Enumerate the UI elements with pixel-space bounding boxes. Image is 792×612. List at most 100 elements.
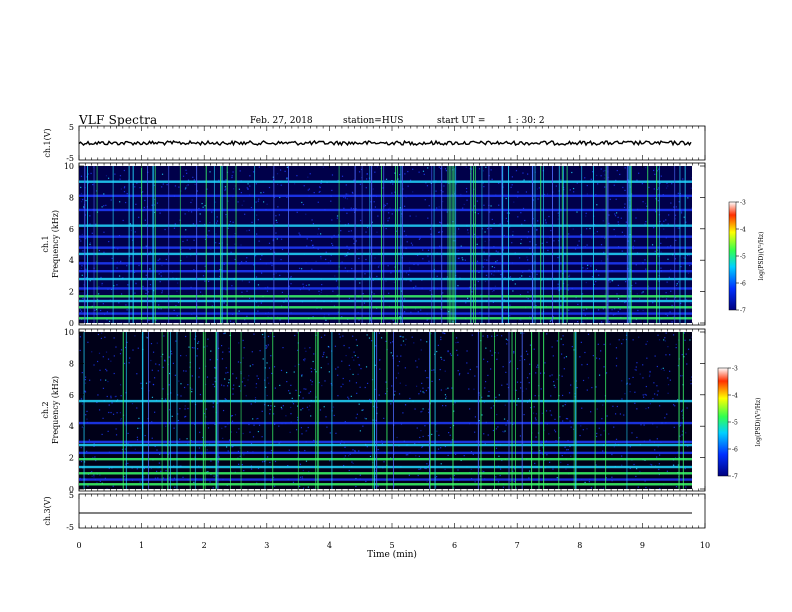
noise-speck — [310, 239, 313, 242]
noise-speck — [535, 419, 537, 421]
noise-speck — [372, 279, 374, 281]
noise-speck — [212, 487, 214, 489]
noise-speck — [198, 207, 200, 210]
noise-speck — [171, 353, 173, 355]
noise-speck — [402, 412, 404, 414]
noise-speck — [668, 276, 670, 278]
noise-speck — [289, 431, 291, 433]
noise-speck — [359, 430, 361, 432]
noise-speck — [142, 191, 144, 193]
noise-speck — [290, 275, 292, 278]
noise-speck — [656, 385, 658, 387]
noise-speck — [506, 343, 508, 345]
noise-speck — [393, 485, 395, 487]
noise-speck — [474, 416, 477, 418]
noise-speck — [107, 358, 110, 360]
noise-speck — [277, 206, 279, 208]
noise-speck — [261, 488, 263, 489]
noise-speck — [502, 366, 504, 368]
noise-speck — [89, 223, 91, 225]
noise-speck — [572, 228, 574, 230]
noise-speck — [306, 245, 308, 247]
noise-speck — [97, 299, 99, 301]
noise-speck — [214, 381, 216, 383]
noise-speck — [261, 333, 264, 336]
noise-speck — [191, 199, 193, 201]
noise-speck — [405, 272, 408, 274]
noise-speck — [579, 356, 581, 358]
noise-speck — [488, 395, 490, 397]
noise-speck — [157, 370, 159, 372]
noise-speck — [596, 408, 598, 410]
noise-speck — [373, 293, 375, 295]
noise-speck — [279, 196, 281, 198]
noise-speck — [234, 258, 236, 261]
noise-speck — [116, 284, 118, 286]
noise-speck — [654, 250, 656, 252]
noise-speck — [252, 264, 255, 266]
noise-speck — [502, 486, 505, 488]
noise-speck — [246, 187, 248, 189]
noise-speck — [690, 379, 692, 381]
noise-speck — [244, 385, 246, 387]
noise-speck — [524, 219, 526, 222]
noise-speck — [180, 355, 182, 357]
noise-speck — [113, 355, 115, 357]
noise-speck — [605, 372, 608, 374]
noise-speck — [535, 413, 537, 415]
noise-speck — [445, 182, 447, 184]
noise-speck — [550, 319, 553, 321]
noise-speck — [600, 321, 603, 323]
noise-speck — [378, 332, 380, 334]
noise-speck — [137, 427, 139, 429]
noise-speck — [353, 211, 356, 213]
noise-speck — [81, 201, 83, 203]
noise-speck — [123, 362, 126, 365]
noise-speck — [354, 355, 356, 357]
noise-speck — [675, 206, 677, 208]
noise-speck — [279, 319, 281, 321]
noise-speck — [246, 315, 248, 317]
noise-speck — [604, 186, 606, 188]
noise-speck — [82, 297, 84, 300]
noise-speck — [124, 448, 126, 450]
noise-speck — [366, 334, 368, 336]
noise-speck — [657, 334, 659, 336]
noise-speck — [517, 216, 519, 218]
noise-speck — [332, 290, 334, 292]
noise-speck — [462, 207, 464, 209]
noise-speck — [609, 281, 611, 283]
noise-speck — [395, 230, 398, 232]
noise-speck — [420, 339, 422, 341]
noise-speck — [568, 392, 571, 394]
noise-speck — [405, 308, 407, 310]
noise-speck — [225, 289, 227, 291]
noise-speck — [194, 456, 196, 458]
noise-speck — [161, 264, 163, 267]
noise-speck — [191, 388, 193, 390]
noise-speck — [629, 467, 631, 470]
noise-speck — [667, 384, 670, 386]
noise-speck — [361, 409, 363, 411]
noise-speck — [388, 322, 390, 323]
noise-speck — [207, 338, 209, 340]
noise-speck — [443, 332, 445, 334]
noise-speck — [390, 352, 392, 354]
noise-speck — [257, 284, 260, 286]
noise-speck — [80, 192, 83, 195]
noise-speck — [393, 281, 395, 283]
noise-speck — [231, 420, 234, 422]
noise-speck — [178, 186, 180, 188]
noise-speck — [606, 304, 609, 306]
noise-speck — [232, 373, 234, 375]
noise-speck — [606, 415, 608, 417]
noise-speck — [215, 233, 217, 235]
noise-speck — [184, 188, 186, 190]
noise-speck — [310, 367, 312, 370]
noise-speck — [275, 272, 277, 274]
noise-speck — [102, 303, 104, 305]
noise-speck — [491, 335, 493, 337]
noise-speck — [546, 454, 548, 456]
noise-speck — [234, 243, 236, 245]
